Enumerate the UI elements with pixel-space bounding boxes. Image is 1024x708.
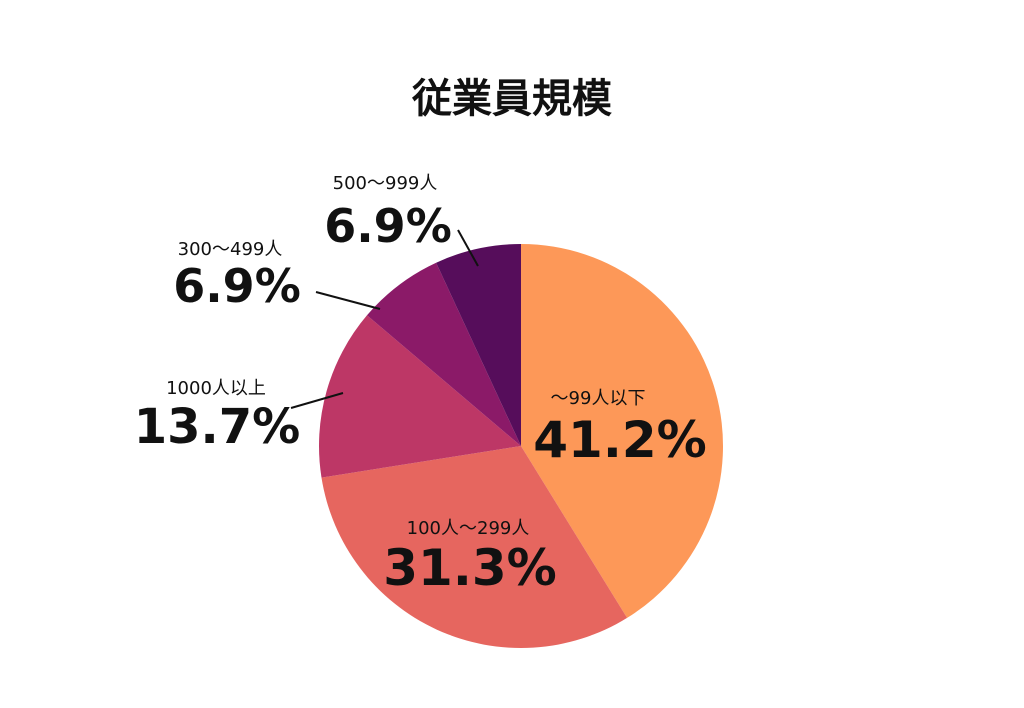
slice-category-label: 100人〜299人	[407, 518, 530, 539]
pie-slice	[521, 244, 724, 618]
pie-slice	[319, 315, 521, 478]
slice-category-label: 1000人以上	[166, 378, 266, 399]
slice-value-label: 41.2%	[533, 411, 706, 469]
slice-category-label: 〜99人以下	[551, 388, 646, 409]
pie-slice	[436, 244, 521, 446]
slice-value-label: 6.9%	[173, 259, 301, 313]
leader-line	[457, 229, 479, 267]
leader-line	[290, 392, 344, 409]
pie-slice	[366, 262, 521, 446]
chart-title: 従業員規模	[412, 76, 612, 122]
slice-value-label: 31.3%	[383, 539, 556, 597]
slice-category-label: 300〜499人	[178, 239, 283, 260]
pie-slice	[321, 446, 628, 649]
slice-value-label: 13.7%	[134, 399, 301, 455]
leader-line	[315, 291, 381, 310]
slice-category-label: 500〜999人	[333, 173, 438, 194]
slice-value-label: 6.9%	[324, 199, 452, 253]
